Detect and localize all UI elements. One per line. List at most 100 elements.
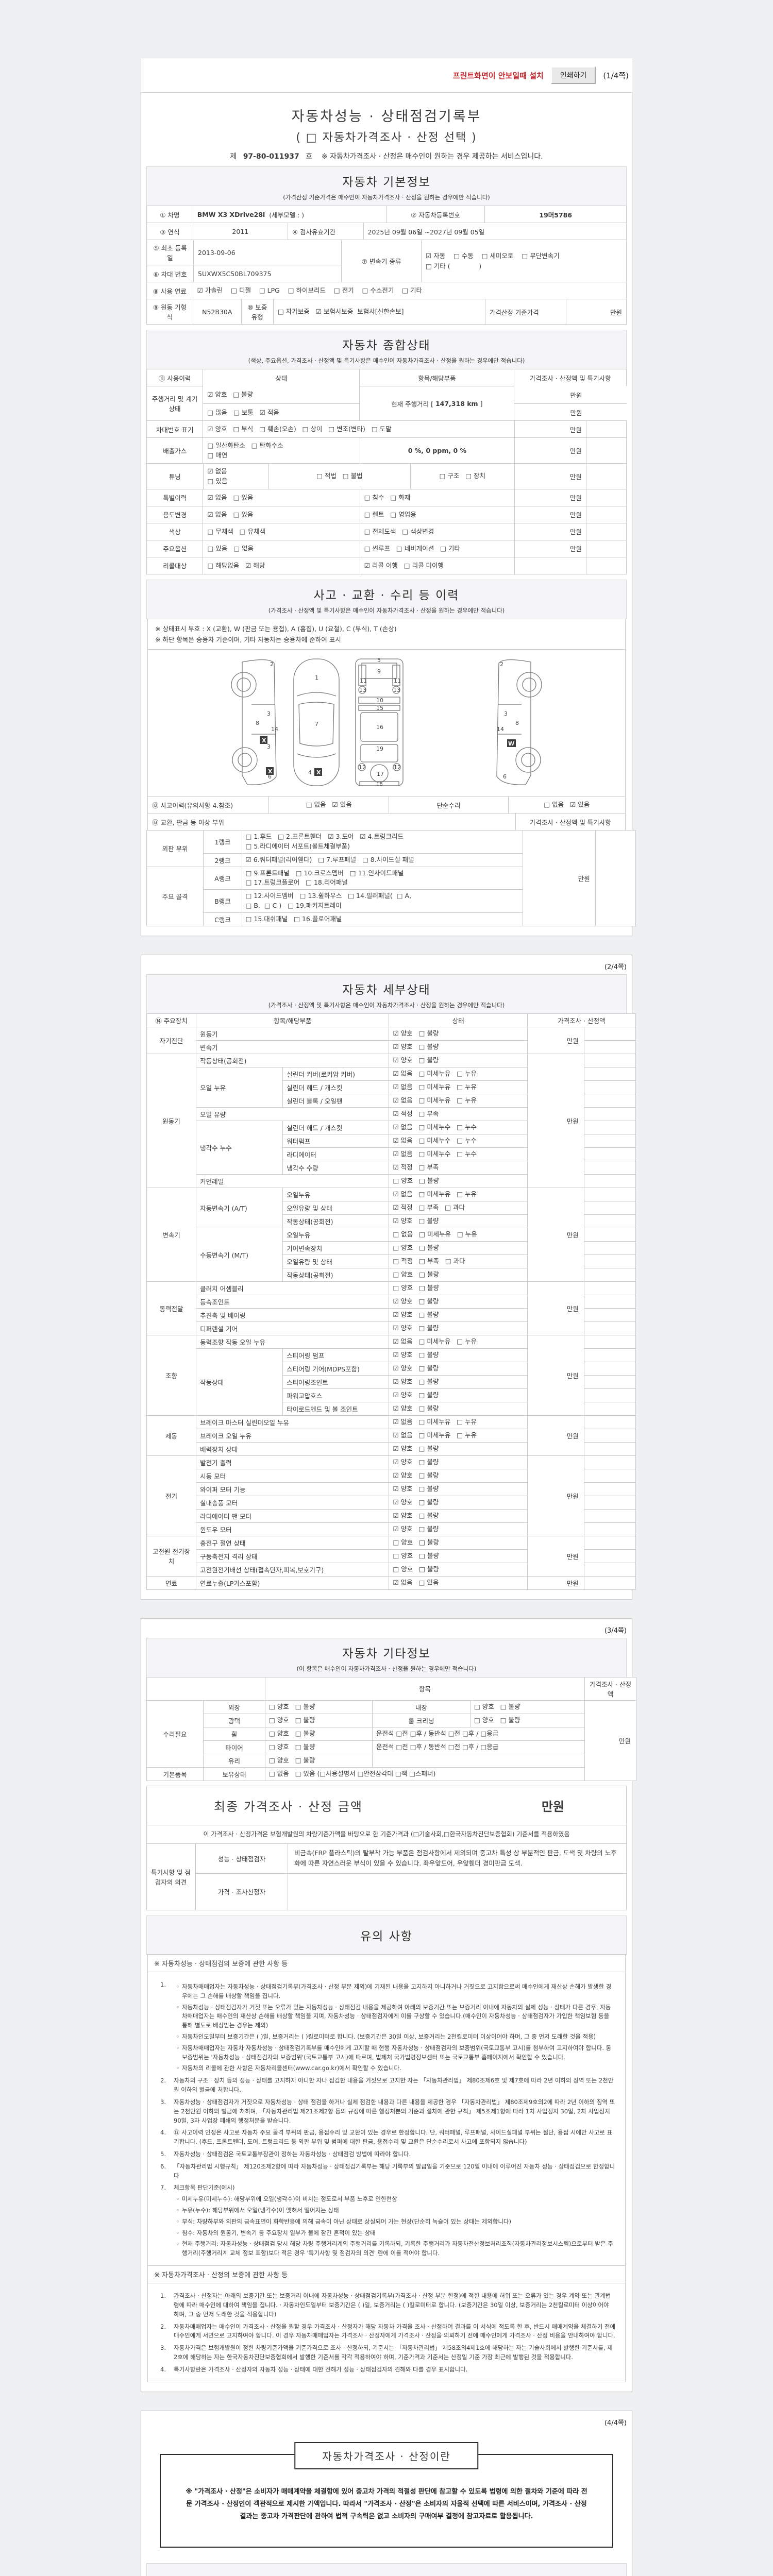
price-blank — [583, 1535, 636, 1550]
recall-checks: □ 해당없음 ☑ 해당 — [203, 556, 360, 574]
state-checks: ☑ 없음 □ 미세누유 □ 누유 — [389, 1334, 528, 1349]
overall-condition-table: ⑪ 사용이력 상태 항목/해당부품 가격조사 · 산정액 및 특기사항 주행거리… — [146, 369, 627, 574]
device-group-label: 전기 — [146, 1455, 197, 1536]
col-price: 가격조사 · 산정액 — [584, 1676, 636, 1701]
tuning-exist: □ 있음 — [207, 477, 228, 485]
head-blank — [146, 1676, 265, 1701]
state-checks: □ 양호 □ 불량 — [389, 1174, 528, 1188]
table-row: 파워고압호스 ☑ 양호 □ 불량 — [147, 1388, 636, 1402]
item-label: 디퍼렌셜 기어 — [196, 1321, 390, 1335]
price-blank — [583, 1053, 636, 1067]
caution-item-text: 가격조사 · 산정자는 아래의 보증기간 또는 보증거리 이내에 자동차성능 ·… — [174, 2292, 611, 2318]
etc-item-label2: 룸 크리닝 — [372, 1713, 470, 1727]
simple-repair-checks: □ 없음 ☑ 있음 — [508, 796, 626, 814]
table-row: 변속기 자동변속기 (A/T) 오일누유 ☑ 없음 □ 미세누유 □ 누유 만원 — [146, 1187, 636, 1282]
page-indicator-3: (3/4쪽) — [604, 1626, 627, 1635]
price-blank — [583, 1334, 636, 1349]
price-won: 만원 — [527, 1455, 584, 1536]
repair-table: 외판 부위 1랭크 □ 1.후드 □ 2.프론트휀더 ☑ 3.도어 ☑ 4.트렁크리… — [146, 830, 636, 926]
price-blank — [583, 1066, 636, 1081]
transmission-checks-line1: ☑ 자동 □ 수동 □ 세미오토 □ 무단변속기 — [426, 252, 560, 260]
repair-rank-label: 1랭크 — [203, 830, 242, 854]
section-title: 자동차 세부상태 — [342, 983, 431, 997]
caution-bullet-text: 누유(누수): 해당부위에서 오일(냉각수)이 맺혀서 떨어지는 상태 — [182, 2207, 339, 2214]
table-row: 전기 발전기 출력 ☑ 양호 □ 불량 만원 — [146, 1455, 636, 1536]
price-survey-intro-box: 자동차가격조사 · 산정이란 ※ "가격조사 · 산정"은 소비자가 매매계약을… — [160, 2442, 613, 2548]
transmission-checks: ☑ 자동 □ 수동 □ 세미오토 □ 무단변속기 □ 기타 ( ) — [421, 240, 627, 282]
item-label: 브레이크 마스터 실린더오일 누유 — [196, 1415, 390, 1429]
opinion-label: 특기사항 및 점검자의 의견 — [146, 1843, 195, 1910]
svg-text:12: 12 — [359, 764, 366, 771]
price-blank — [583, 1415, 636, 1429]
state-checks: ☑ 양호 □ 불량 — [389, 1442, 528, 1456]
item-label: 원동기 — [196, 1026, 390, 1041]
emission-values: 0 %, 0 ppm, 0 % — [359, 437, 515, 464]
caution-bullet: ◦ 자동차성능 · 상태점검자가 거짓 또는 오류가 있는 자동차성능 · 상태점… — [174, 2003, 616, 2030]
section-overall-header: 자동차 종합상태 (색상, 주요옵션, 가격조사 · 산정액 및 특기사항은 매… — [146, 330, 627, 369]
price-blank — [583, 1482, 636, 1496]
item-label: 추진축 및 베어링 — [196, 1308, 390, 1322]
section-accident-header: 사고 · 교환 · 수리 등 이력 (가격조사 · 산정액 및 특기사항은 매수… — [146, 579, 627, 619]
repair-title: ⑬ 교환, 판금 등 이상 부위 — [147, 813, 516, 831]
caution-bullet-text: 자동차매매업자는 자동차 자동차성능 · 상태점검기록부를 매수인에게 고지할 … — [182, 2044, 612, 2061]
svg-text:4: 4 — [308, 769, 312, 776]
item-sub-label: 냉각수 누수 — [196, 1120, 283, 1175]
recall-done-checks: ☑ 리콜 이행 □ 리콜 미이행 — [359, 556, 515, 574]
print-button[interactable]: 인쇄하기 — [550, 66, 596, 84]
svg-text:10: 10 — [376, 697, 383, 704]
item-label: 스티어링 펌프 — [282, 1348, 390, 1362]
price-blank — [583, 1214, 636, 1228]
svg-text:8: 8 — [256, 720, 259, 726]
etc-item-label: 타이어 — [203, 1740, 265, 1754]
table-row: 타이어 □ 양호 □ 불량 운전석 □전 □후 / 동반석 □전 □후 / □응급 — [147, 1740, 636, 1754]
caution-item-text: 체크항목 판단기준(예시) ◦ 미세누유(미세누수): 해당부위에 오일(냉각수)이… — [174, 2183, 616, 2258]
svg-text:14: 14 — [497, 726, 504, 733]
price-blank — [586, 488, 627, 506]
caution-item: 3. 자동차성능 · 상태점검자가 거짓으로 자동차성능 · 상태 점검을 하거나… — [160, 2098, 616, 2125]
item-label: 고전원전기배선 상태(접속단자,피복,보호기구) — [196, 1562, 390, 1577]
mileage-post: ] — [480, 399, 483, 408]
tuning-legal-checks: □ 적법 □ 불법 — [268, 463, 411, 489]
state-checks: ☑ 적정 □ 부족 — [389, 1107, 528, 1121]
repair-rank-checks: □ 1.후드 □ 2.프론트휀더 ☑ 3.도어 ☑ 4.트렁크리드 □ 5.라디… — [241, 830, 524, 854]
state-checks: ☑ 양호 □ 불량 — [389, 1026, 528, 1041]
item-sub-label: 오일 누유 — [196, 1066, 283, 1108]
state-checks: ☑ 양호 □ 불량 — [389, 1348, 528, 1362]
caution-item-text: 자동차성능 · 상태점검자가 거짓으로 자동차성능 · 상태 점검을 하거나 실… — [174, 2098, 615, 2124]
price-blank — [583, 1160, 636, 1175]
etc-item-label: 유리 — [203, 1753, 265, 1768]
repair-rank-label: 2랭크 — [203, 853, 242, 867]
section-title: 유의 사항 — [360, 1929, 413, 1943]
doc-note: ※ 자동차가격조사 · 산정은 매수인이 원하는 경우 제공하는 서비스입니다. — [321, 152, 543, 161]
price-won: 만원 — [527, 1053, 584, 1188]
price-blank — [583, 1361, 636, 1376]
col-item: 항목/해당부품 — [359, 369, 515, 386]
price-survey-choice: ( □ 자동차가격조사 · 산정 선택 ) — [296, 131, 477, 144]
device-group-label: 연료 — [146, 1575, 197, 1590]
item-label: 실린더 커버(로커암 커버) — [282, 1066, 390, 1081]
repair-rank-label: C랭크 — [203, 912, 242, 926]
etc-item-checks2: □ 양호 □ 불량 — [470, 1713, 585, 1727]
accident-history-row: ⑫ 사고이력(유의사항 4.참조) □ 없음 ☑ 있음 단순수리 □ 없음 ☑ … — [147, 796, 626, 814]
etc-item-label: 광택 — [203, 1713, 265, 1727]
item-label: 클러치 어셈블리 — [196, 1281, 390, 1295]
device-group-label: 변속기 — [146, 1187, 197, 1282]
price-blank — [583, 1187, 636, 1201]
intro-title: 자동차가격조사 · 산정이란 — [294, 2442, 479, 2469]
item-label: 실린더 헤드 / 개스킷 — [282, 1120, 390, 1134]
document-title-block: 자동차성능 · 상태점검기록부 ( □ 자동차가격조사 · 산정 선택 ) 제 … — [141, 98, 632, 166]
price-blank — [583, 1080, 636, 1094]
item-label: 오일누유 — [282, 1187, 390, 1201]
state-checks: ☑ 없음 □ 미세누수 □ 누수 — [389, 1147, 528, 1161]
price-won: 만원 — [514, 420, 587, 438]
caution-item-text: 특기사항란은 가격조사 · 산정자의 자동차 성능 · 상태에 대한 견해가 성… — [174, 2365, 468, 2373]
caution-bullet: ◦ 침수: 자동차의 원동기, 변속기 등 주요장치 일부가 물에 잠긴 흔적이 … — [174, 2229, 616, 2238]
caution-item-number: 4. — [160, 2365, 166, 2373]
table-row: 작동상태 스티어링 펌프 ☑ 양호 □ 불량 — [147, 1348, 636, 1416]
item-label: 라디에이터 — [282, 1147, 390, 1161]
price-blank — [595, 830, 636, 926]
caution-bullet: ◦ 자동차의 리콜에 관한 사항은 자동차리콜센터(www.car.go.kr)에… — [174, 2064, 616, 2073]
opinion-appraiser-text — [288, 1873, 627, 1910]
mileage-item: 현재 주행거리 [ 147,318 km ] — [359, 386, 515, 421]
